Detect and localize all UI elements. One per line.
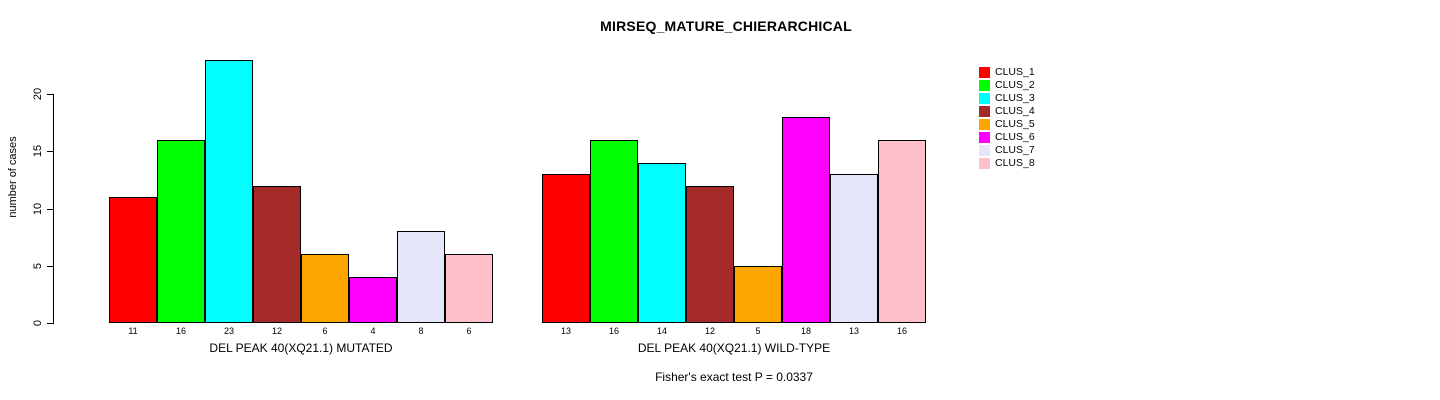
bar-clus_2-group2 bbox=[590, 140, 638, 323]
bar-clus_7-group2 bbox=[830, 174, 878, 323]
legend-label: CLUS_5 bbox=[995, 118, 1035, 130]
legend-label: CLUS_1 bbox=[995, 66, 1035, 78]
annotation-text: Fisher's exact test P = 0.0337 bbox=[655, 370, 813, 384]
legend-swatch-icon bbox=[979, 67, 990, 78]
bar-value-label: 13 bbox=[560, 326, 571, 336]
x-axis-group-label: DEL PEAK 40(XQ21.1) MUTATED bbox=[209, 341, 393, 355]
legend-label: CLUS_8 bbox=[995, 157, 1035, 169]
legend-swatch-icon bbox=[979, 132, 990, 143]
legend-label: CLUS_6 bbox=[995, 131, 1035, 143]
legend-swatch-icon bbox=[979, 158, 990, 169]
legend-row: CLUS_2 bbox=[979, 79, 1035, 92]
bar-value-label: 23 bbox=[223, 326, 234, 336]
bar-value-label: 8 bbox=[418, 326, 424, 336]
x-axis-group-label: DEL PEAK 40(XQ21.1) WILD-TYPE bbox=[637, 341, 831, 355]
y-axis-label: number of cases bbox=[7, 136, 19, 218]
legend-label: CLUS_7 bbox=[995, 144, 1035, 156]
bar-clus_1-group1 bbox=[109, 197, 157, 323]
bar-value-label: 12 bbox=[704, 326, 715, 336]
legend-swatch-icon bbox=[979, 93, 990, 104]
bar-value-label: 16 bbox=[608, 326, 619, 336]
y-tick-label: 20 bbox=[32, 87, 44, 101]
bar-value-label: 11 bbox=[128, 326, 138, 336]
legend-row: CLUS_4 bbox=[979, 105, 1035, 118]
bar-value-label: 4 bbox=[370, 326, 376, 336]
legend-row: CLUS_6 bbox=[979, 131, 1035, 144]
y-tick-mark bbox=[47, 266, 53, 267]
legend-swatch-icon bbox=[979, 145, 990, 156]
legend-label: CLUS_2 bbox=[995, 79, 1035, 91]
y-tick-label: 15 bbox=[32, 144, 44, 158]
bar-value-label: 14 bbox=[656, 326, 667, 336]
bar-value-label: 16 bbox=[175, 326, 186, 336]
y-tick-mark bbox=[47, 209, 53, 210]
y-tick-label: 5 bbox=[32, 262, 44, 270]
bar-value-label: 16 bbox=[896, 326, 907, 336]
bar-clus_3-group2 bbox=[638, 163, 686, 323]
chart-title: MIRSEQ_MATURE_CHIERARCHICAL bbox=[600, 18, 852, 34]
bar-value-label: 6 bbox=[322, 326, 328, 336]
bar-clus_8-group1 bbox=[445, 254, 493, 323]
legend-row: CLUS_1 bbox=[979, 66, 1035, 79]
bar-clus_3-group1 bbox=[205, 60, 253, 323]
bar-clus_4-group1 bbox=[253, 186, 301, 323]
legend-swatch-icon bbox=[979, 119, 990, 130]
bar-clus_4-group2 bbox=[686, 186, 734, 323]
bar-value-label: 12 bbox=[271, 326, 282, 336]
bar-value-label: 18 bbox=[800, 326, 811, 336]
bar-clus_8-group2 bbox=[878, 140, 926, 323]
legend-row: CLUS_7 bbox=[979, 144, 1035, 157]
y-tick-label: 0 bbox=[32, 319, 44, 327]
legend-row: CLUS_3 bbox=[979, 92, 1035, 105]
bar-clus_5-group1 bbox=[301, 254, 349, 323]
bar-clus_1-group2 bbox=[542, 174, 590, 323]
legend-label: CLUS_3 bbox=[995, 92, 1035, 104]
bar-value-label: 6 bbox=[466, 326, 472, 336]
bar-clus_2-group1 bbox=[157, 140, 205, 323]
bar-value-label: 5 bbox=[755, 326, 761, 336]
y-tick-label: 10 bbox=[32, 202, 44, 216]
y-tick-mark bbox=[47, 323, 53, 324]
legend-swatch-icon bbox=[979, 106, 990, 117]
legend-row: CLUS_5 bbox=[979, 118, 1035, 131]
legend-row: CLUS_8 bbox=[979, 157, 1035, 170]
legend-label: CLUS_4 bbox=[995, 105, 1035, 117]
bar-clus_7-group1 bbox=[397, 231, 445, 323]
bar-clus_6-group2 bbox=[782, 117, 830, 323]
y-tick-mark bbox=[47, 151, 53, 152]
y-axis-line bbox=[53, 94, 54, 324]
bar-value-label: 13 bbox=[848, 326, 859, 336]
bar-clus_5-group2 bbox=[734, 266, 782, 323]
bar-clus_6-group1 bbox=[349, 277, 397, 323]
legend: CLUS_1 CLUS_2 CLUS_3 CLUS_4 CLUS_5 CLUS_6 CLUS… bbox=[979, 66, 1035, 170]
legend-swatch-icon bbox=[979, 80, 990, 91]
y-tick-mark bbox=[47, 94, 53, 95]
